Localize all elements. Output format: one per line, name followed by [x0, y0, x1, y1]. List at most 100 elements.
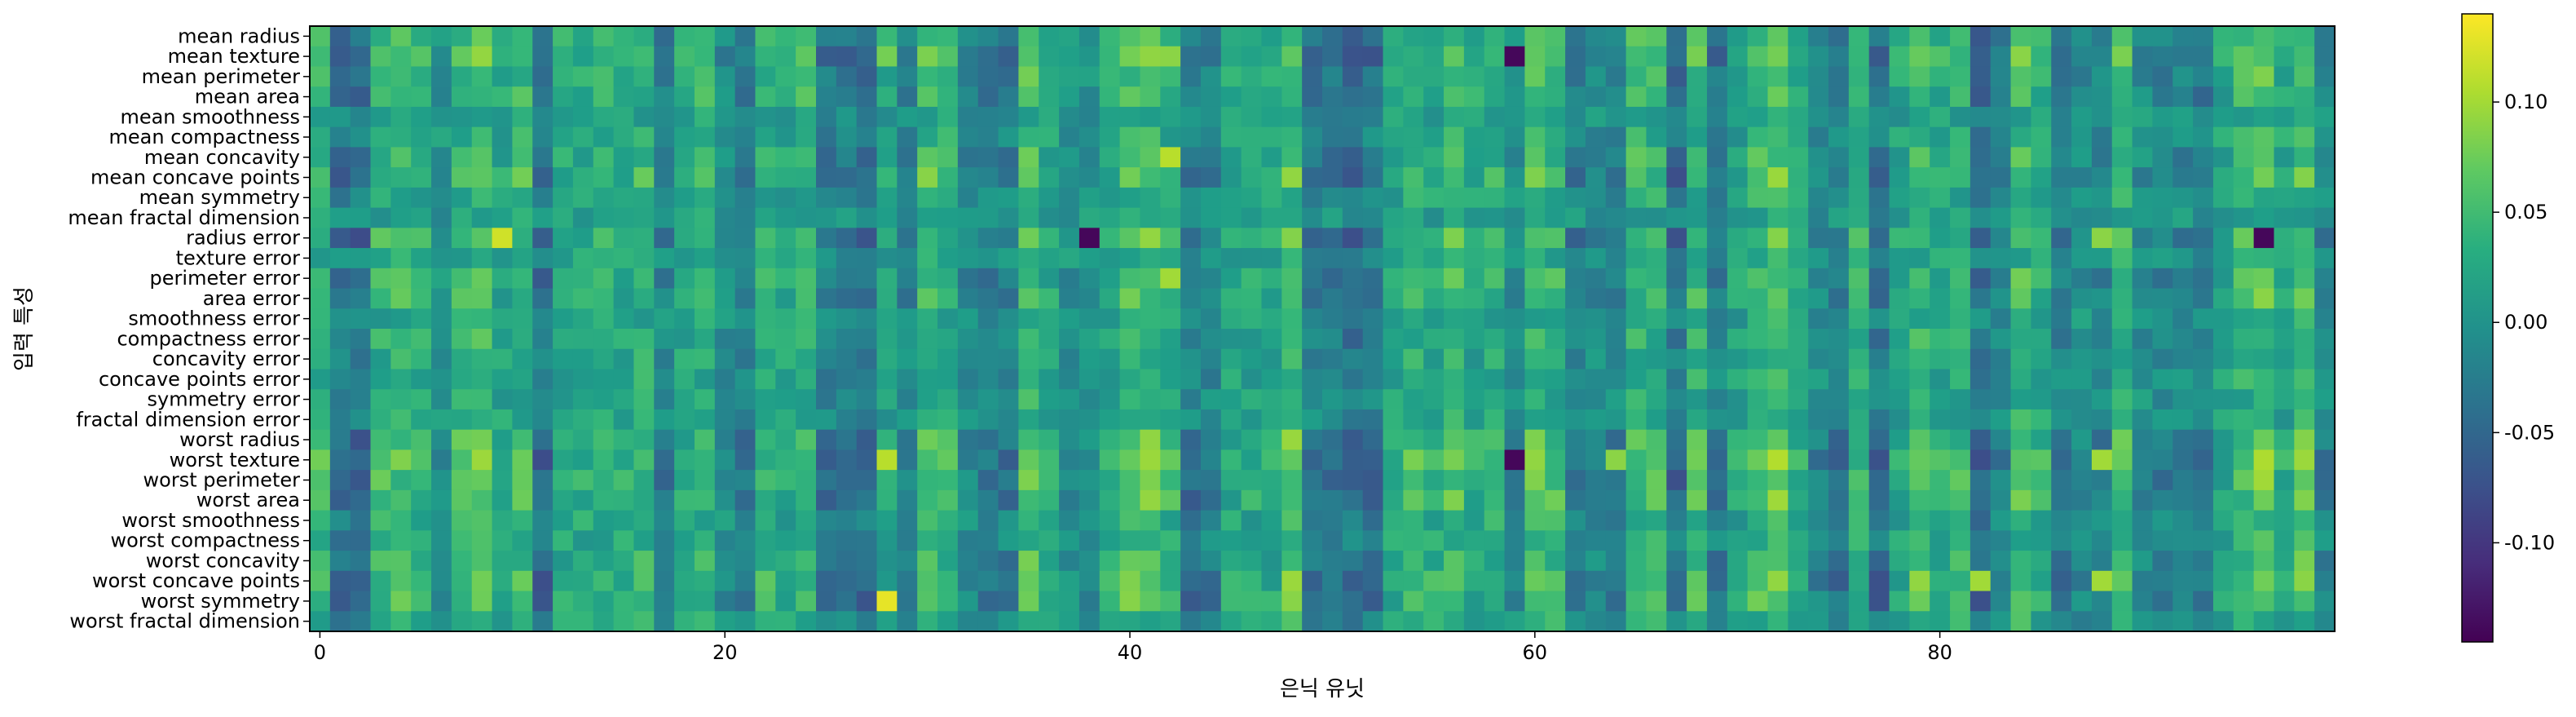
heatmap-cell	[1099, 86, 1121, 108]
heatmap-cell	[1119, 429, 1141, 450]
heatmap-cell	[390, 86, 412, 108]
heatmap-cell	[1180, 429, 1202, 450]
heatmap-cell	[2274, 611, 2295, 632]
heatmap-cell	[1423, 207, 1445, 228]
heatmap-cell	[1119, 389, 1141, 410]
heatmap-cell	[1828, 409, 1850, 431]
heatmap-cell	[1059, 167, 1080, 188]
heatmap-cell	[1868, 369, 1890, 390]
heatmap-cell	[816, 489, 837, 511]
heatmap-cell	[2071, 46, 2093, 68]
heatmap-cell	[1504, 369, 1525, 390]
heatmap-cell	[1444, 308, 1465, 330]
heatmap-cell	[755, 389, 776, 410]
heatmap-cell	[734, 591, 756, 612]
heatmap-cell	[1059, 26, 1080, 47]
heatmap-cell	[492, 207, 513, 228]
heatmap-cell	[532, 389, 554, 410]
heatmap-cell	[2132, 207, 2154, 228]
heatmap-cell	[613, 268, 635, 290]
heatmap-cell	[1302, 228, 1323, 249]
heatmap-cell	[1969, 308, 1992, 330]
heatmap-cell	[1039, 126, 1060, 148]
heatmap-cell	[1281, 106, 1303, 128]
heatmap-cell	[1383, 308, 1404, 330]
heatmap-cell	[1078, 187, 1101, 209]
heatmap-cell	[1281, 167, 1303, 188]
heatmap-cell	[2152, 551, 2173, 572]
heatmap-cell	[1078, 46, 1101, 68]
heatmap-cell	[2274, 86, 2295, 108]
heatmap-cell	[2314, 611, 2336, 632]
heatmap-cell	[1059, 329, 1080, 350]
heatmap-cell	[329, 248, 351, 269]
heatmap-cell	[2212, 248, 2234, 269]
heatmap-cell	[1868, 106, 1890, 128]
heatmap-cell	[1808, 611, 1829, 632]
heatmap-cell	[654, 551, 675, 572]
heatmap-cell	[2031, 288, 2052, 309]
heatmap-cell	[1281, 369, 1303, 390]
heatmap-cell	[1484, 288, 1506, 309]
heatmap-cell	[1868, 86, 1890, 108]
heatmap-cell	[2294, 449, 2315, 471]
heatmap-cell	[917, 228, 938, 249]
heatmap-cell	[411, 570, 432, 592]
heatmap-cell	[674, 66, 695, 87]
heatmap-cell	[755, 167, 776, 188]
heatmap-cell	[1990, 268, 2012, 290]
heatmap-cell	[532, 268, 554, 290]
heatmap-cell	[1383, 46, 1404, 68]
heatmap-cell	[876, 167, 898, 188]
heatmap-cell	[1302, 348, 1323, 370]
heatmap-cell	[2212, 510, 2234, 531]
heatmap-cell	[856, 147, 878, 168]
heatmap-cell	[775, 348, 796, 370]
heatmap-cell	[2010, 329, 2031, 350]
heatmap-cell	[836, 348, 858, 370]
heatmap-cell	[451, 530, 473, 551]
heatmap-cell	[613, 611, 635, 632]
heatmap-cell	[1302, 248, 1323, 269]
heatmap-cell	[957, 429, 979, 450]
heatmap-cell	[390, 591, 412, 612]
heatmap-cell	[1990, 611, 2012, 632]
heatmap-cell	[1808, 106, 1829, 128]
heatmap-cell	[876, 26, 898, 47]
heatmap-cell	[1909, 348, 1930, 370]
heatmap-cell	[2071, 106, 2093, 128]
heatmap-cell	[512, 611, 533, 632]
heatmap-cell	[1565, 167, 1586, 188]
heatmap-cell	[1767, 46, 1789, 68]
y-tick-label: mean perimeter	[142, 65, 301, 88]
heatmap-cell	[2132, 348, 2154, 370]
heatmap-cell	[1848, 268, 1870, 290]
heatmap-cell	[734, 268, 756, 290]
heatmap-cell	[917, 207, 938, 228]
heatmap-cell	[451, 86, 473, 108]
heatmap-cell	[1463, 248, 1485, 269]
heatmap-cell	[2010, 489, 2031, 511]
heatmap-cell	[1828, 470, 1850, 491]
heatmap-cell	[1585, 248, 1607, 269]
heatmap-cell	[1302, 46, 1323, 68]
heatmap-cell	[572, 389, 594, 410]
heatmap-cell	[2152, 611, 2173, 632]
heatmap-cell	[350, 147, 372, 168]
heatmap-cell	[856, 551, 878, 572]
heatmap-cell	[674, 187, 695, 209]
heatmap-cell	[1362, 551, 1384, 572]
heatmap-cell	[1545, 86, 1566, 108]
heatmap-cell	[897, 489, 918, 511]
heatmap-cell	[1383, 147, 1404, 168]
heatmap-cell	[1889, 369, 1910, 390]
heatmap-cell	[1119, 369, 1141, 390]
heatmap-cell	[1039, 489, 1060, 511]
heatmap-cell	[755, 126, 776, 148]
heatmap-cell	[1504, 248, 1525, 269]
heatmap-cell	[1444, 207, 1465, 228]
heatmap-cell	[532, 26, 554, 47]
heatmap-cell	[1950, 147, 1971, 168]
heatmap-cell	[1950, 429, 1971, 450]
heatmap-cell	[2051, 228, 2072, 249]
